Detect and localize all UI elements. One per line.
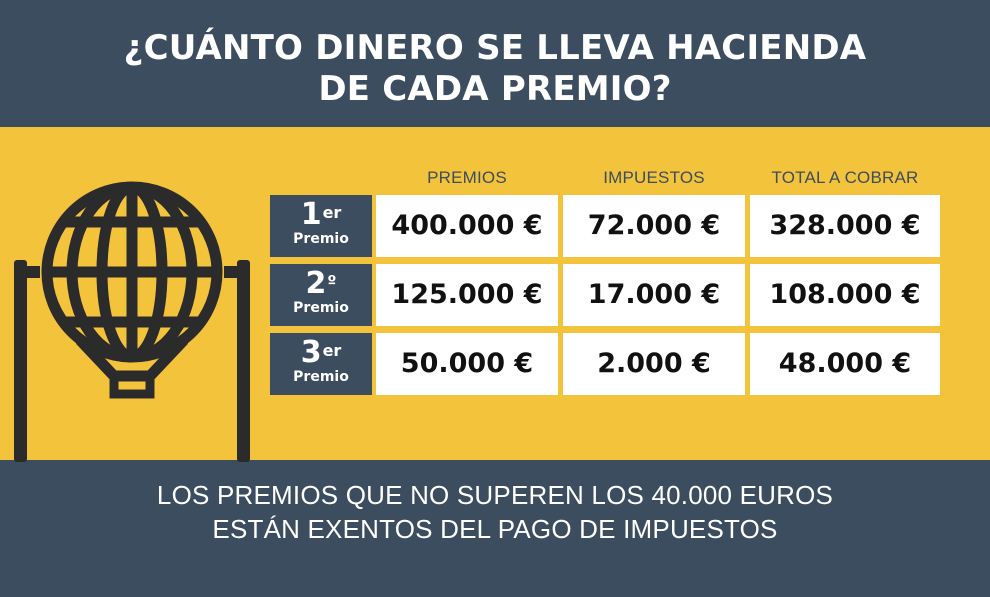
row-label-1: 1er Premio [270, 195, 372, 257]
header-impuestos: IMPUESTOS [603, 168, 705, 187]
note-line-2: ESTÁN EXENTOS DEL PAGO DE IMPUESTOS [212, 514, 778, 544]
cell-premio-3: 50.000 € [376, 333, 558, 395]
title-line-1: ¿CUÁNTO DINERO SE LLEVA HACIENDA [123, 28, 867, 68]
page-title: ¿CUÁNTO DINERO SE LLEVA HACIENDA DE CADA… [0, 28, 990, 110]
row-label-3: 3er Premio [270, 333, 372, 395]
header: ¿CUÁNTO DINERO SE LLEVA HACIENDA DE CADA… [0, 0, 990, 127]
cell-impuestos-1: 72.000 € [563, 195, 745, 257]
prize-number: 2º [305, 266, 337, 301]
title-line-2: DE CADA PREMIO? [318, 69, 672, 109]
footer-note: LOS PREMIOS QUE NO SUPEREN LOS 40.000 EU… [0, 478, 990, 546]
prize-word: Premio [293, 231, 349, 247]
note-line-1: LOS PREMIOS QUE NO SUPEREN LOS 40.000 EU… [156, 480, 834, 510]
cell-total-1: 328.000 € [750, 195, 940, 257]
cell-total-3: 48.000 € [750, 333, 940, 395]
prize-number: 3er [300, 335, 342, 370]
cell-impuestos-3: 2.000 € [563, 333, 745, 395]
row-label-2: 2º Premio [270, 264, 372, 326]
cell-impuestos-2: 17.000 € [563, 264, 745, 326]
prize-word: Premio [293, 369, 349, 385]
cell-premio-1: 400.000 € [376, 195, 558, 257]
header-total: TOTAL A COBRAR [771, 168, 919, 187]
header-premios: PREMIOS [427, 168, 507, 187]
cell-total-2: 108.000 € [750, 264, 940, 326]
prize-word: Premio [293, 300, 349, 316]
cell-premio-2: 125.000 € [376, 264, 558, 326]
lottery-drum-icon [14, 181, 250, 462]
prize-number: 1er [300, 197, 342, 232]
